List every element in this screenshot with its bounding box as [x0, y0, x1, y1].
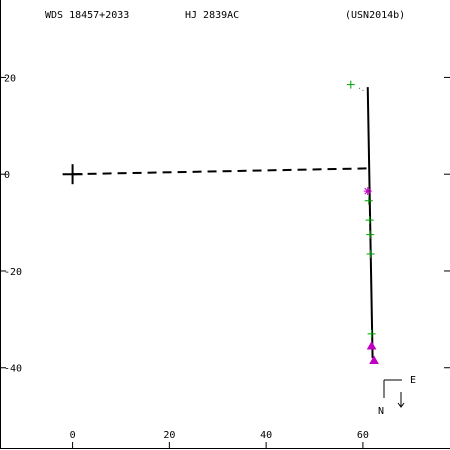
y-tick-label: -40: [4, 364, 22, 375]
observation-plus: [366, 230, 375, 239]
observation-plus: [367, 329, 376, 338]
plot-marks: [62, 80, 379, 364]
x-tick-label: 40: [260, 430, 272, 441]
observation-triangle: [369, 355, 379, 364]
orbit-ref-label: (USN2014b): [345, 10, 406, 21]
observation-plus: [346, 80, 355, 89]
axis-ticks: 20 0 -20 -40 0 20 40 60: [0, 73, 450, 449]
x-tick-label: 20: [163, 430, 175, 441]
x-tick-label: 0: [70, 430, 76, 441]
discoverer-label: HJ 2839AC: [185, 10, 240, 21]
separation-line: [72, 167, 368, 176]
wds-id-label: WDS 18457+2033: [45, 10, 130, 21]
y-tick-label: 0: [4, 170, 10, 181]
dotted-residual: [358, 87, 367, 93]
compass-north-label: N: [378, 406, 384, 417]
compass-arrow-head-icon: [397, 402, 405, 408]
x-tick-label: 60: [357, 430, 369, 441]
observation-star: [363, 187, 372, 196]
observation-plus: [365, 216, 374, 225]
compass-east-label: E: [410, 375, 416, 386]
observation-plus: [366, 250, 375, 259]
observation-plus: [364, 196, 373, 205]
y-tick-label: 20: [4, 73, 16, 84]
observation-triangle: [366, 340, 377, 350]
compass: E N: [378, 375, 416, 417]
y-tick-label: -20: [4, 267, 22, 278]
